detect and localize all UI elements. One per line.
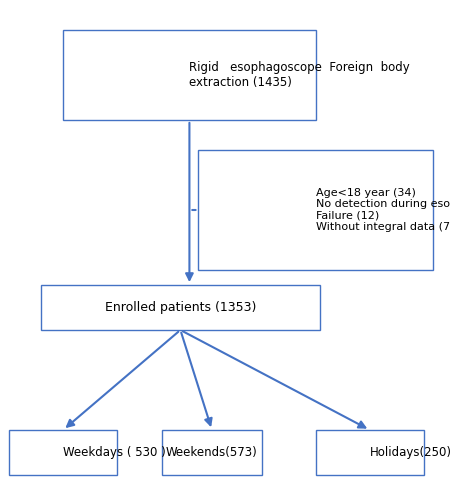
Text: Age<18 year (34)
No detection during esophagoscope (29)
Failure (12)
Without int: Age<18 year (34) No detection during eso… (316, 188, 451, 232)
Text: Holidays(250): Holidays(250) (370, 446, 451, 459)
Text: Weekdays ( 530 ): Weekdays ( 530 ) (63, 446, 166, 459)
Text: Weekends(573): Weekends(573) (166, 446, 258, 459)
FancyBboxPatch shape (63, 30, 316, 120)
FancyBboxPatch shape (9, 430, 117, 475)
FancyBboxPatch shape (162, 430, 262, 475)
Text: Enrolled patients (1353): Enrolled patients (1353) (105, 301, 256, 314)
FancyBboxPatch shape (316, 430, 424, 475)
FancyBboxPatch shape (41, 285, 320, 330)
FancyBboxPatch shape (198, 150, 433, 270)
Text: Rigid   esophagoscope  Foreign  body
extraction (1435): Rigid esophagoscope Foreign body extract… (189, 61, 410, 89)
